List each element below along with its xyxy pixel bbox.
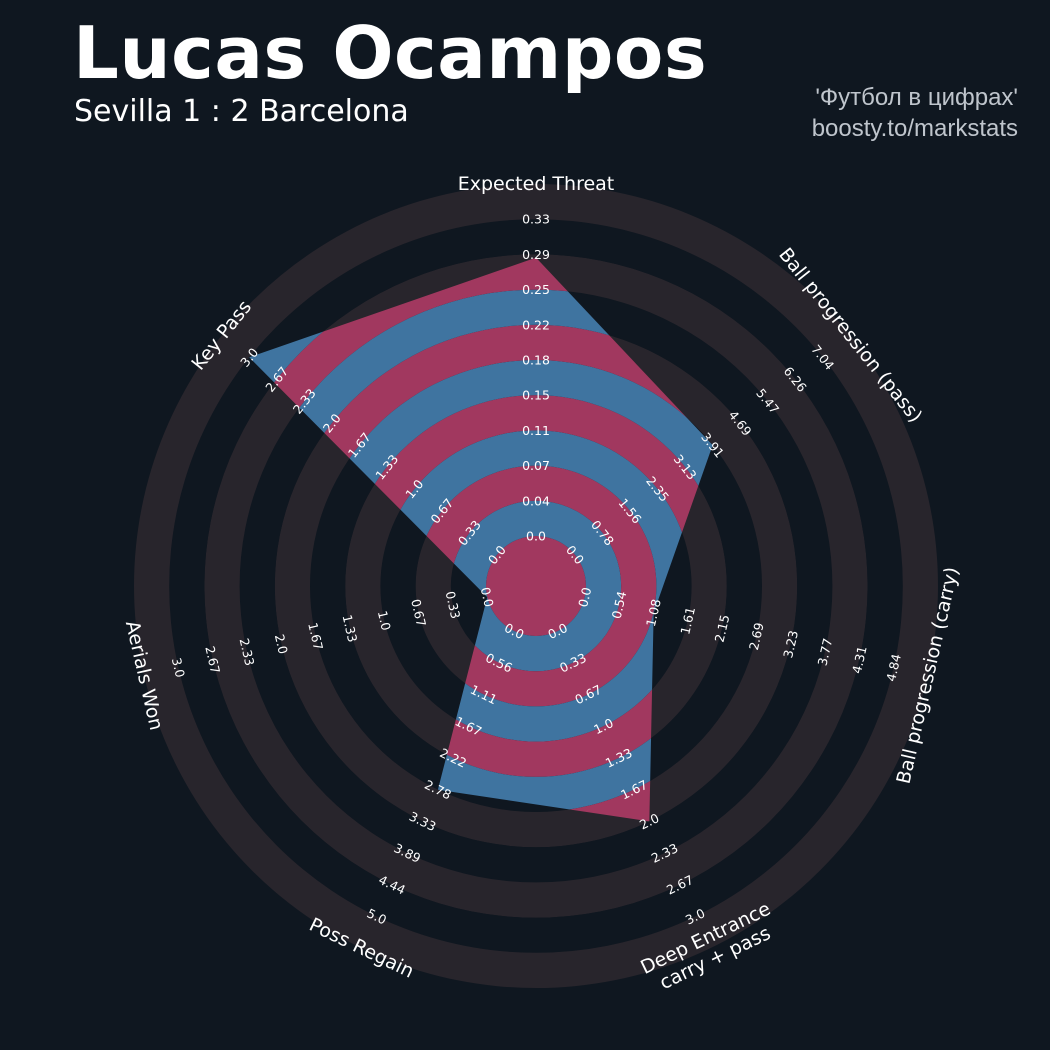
tick-label: 0.22 xyxy=(522,317,550,332)
player-name-title: Lucas Ocampos xyxy=(73,11,708,95)
tick-label: 2.67 xyxy=(202,645,223,675)
tick-label: 0.54 xyxy=(609,590,630,621)
tick-label: 2.33 xyxy=(237,637,258,667)
tick-label: 4.31 xyxy=(849,645,870,675)
tick-label: 3.23 xyxy=(780,629,801,659)
tick-label: 2.69 xyxy=(746,621,767,652)
tick-label: 0.15 xyxy=(522,388,550,403)
tick-label: 0.11 xyxy=(522,423,550,438)
tick-label: 0.04 xyxy=(522,493,550,508)
tick-label: 0.0 xyxy=(575,586,594,609)
parameter-label: Expected Threat xyxy=(458,173,615,195)
tick-label: 1.61 xyxy=(677,605,698,635)
credit-link: boosty.to/markstats xyxy=(811,115,1018,143)
tick-label: 1.08 xyxy=(643,598,664,629)
tick-label: 1.33 xyxy=(340,613,361,643)
value-band xyxy=(486,536,586,636)
tick-label: 0.67 xyxy=(408,598,429,628)
tick-label: 1.0 xyxy=(375,609,394,632)
match-subtitle: Sevilla 1 : 2 Barcelona xyxy=(74,94,409,129)
tick-label: 3.0 xyxy=(169,656,188,679)
tick-label: 0.29 xyxy=(522,247,550,262)
tick-label: 0.18 xyxy=(522,353,550,368)
value-area xyxy=(249,257,713,822)
tick-label: 0.0 xyxy=(526,529,546,544)
value-band xyxy=(450,500,622,672)
parameter-label-line: Expected Threat xyxy=(458,173,615,195)
tick-label: 0.0 xyxy=(478,586,497,609)
tick-label: 1.67 xyxy=(305,621,326,651)
tick-label: 0.33 xyxy=(522,212,550,227)
tick-label: 2.15 xyxy=(712,613,733,643)
tick-label: 0.07 xyxy=(522,458,550,473)
tick-label: 3.77 xyxy=(815,637,836,667)
credit-source: 'Футбол в цифрах' xyxy=(815,84,1018,111)
tick-label: 0.33 xyxy=(443,590,464,620)
tick-label: 0.25 xyxy=(522,282,550,297)
tick-label: 4.84 xyxy=(883,652,904,683)
credit-block: 'Футбол в цифрах' boosty.to/markstats xyxy=(812,82,1018,144)
tick-label: 2.0 xyxy=(272,633,291,656)
